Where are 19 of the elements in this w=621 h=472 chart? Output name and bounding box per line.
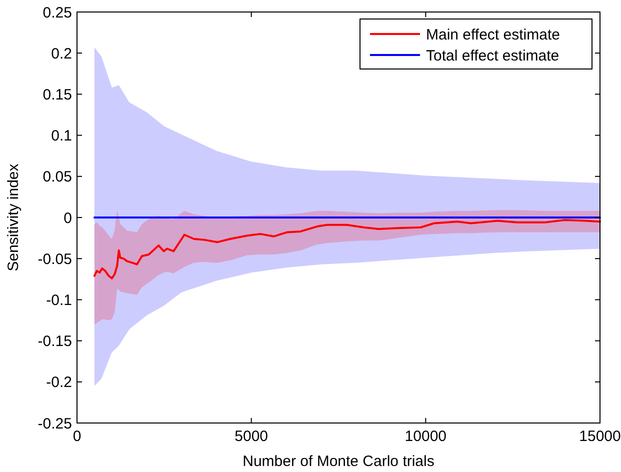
y-tick-label: 0 <box>64 210 72 227</box>
y-tick-label: 0.15 <box>42 86 72 104</box>
y-tick-label: -0.15 <box>38 333 72 350</box>
legend-label: Total effect estimate <box>426 47 560 64</box>
x-tick-label: 10000 <box>404 428 447 445</box>
y-tick-label: 0.25 <box>42 4 72 22</box>
y-tick-label: -0.2 <box>46 374 72 392</box>
y-tick-label: -0.1 <box>46 292 72 309</box>
x-tick-label: 15000 <box>579 428 621 445</box>
x-axis-title: Number of Monte Carlo trials <box>242 453 434 470</box>
y-tick-label: -0.25 <box>38 415 72 432</box>
legend-label: Main effect estimate <box>426 26 560 44</box>
line-series <box>93 218 601 280</box>
y-axis-title: Sensitivity index <box>5 163 22 272</box>
x-tick-label: 5000 <box>234 428 268 445</box>
y-tick-label: 0.1 <box>51 128 72 145</box>
y-tick-label: 0.2 <box>51 45 72 62</box>
y-tick-label: 0.05 <box>42 168 72 186</box>
y-tick-label: -0.05 <box>38 250 72 268</box>
